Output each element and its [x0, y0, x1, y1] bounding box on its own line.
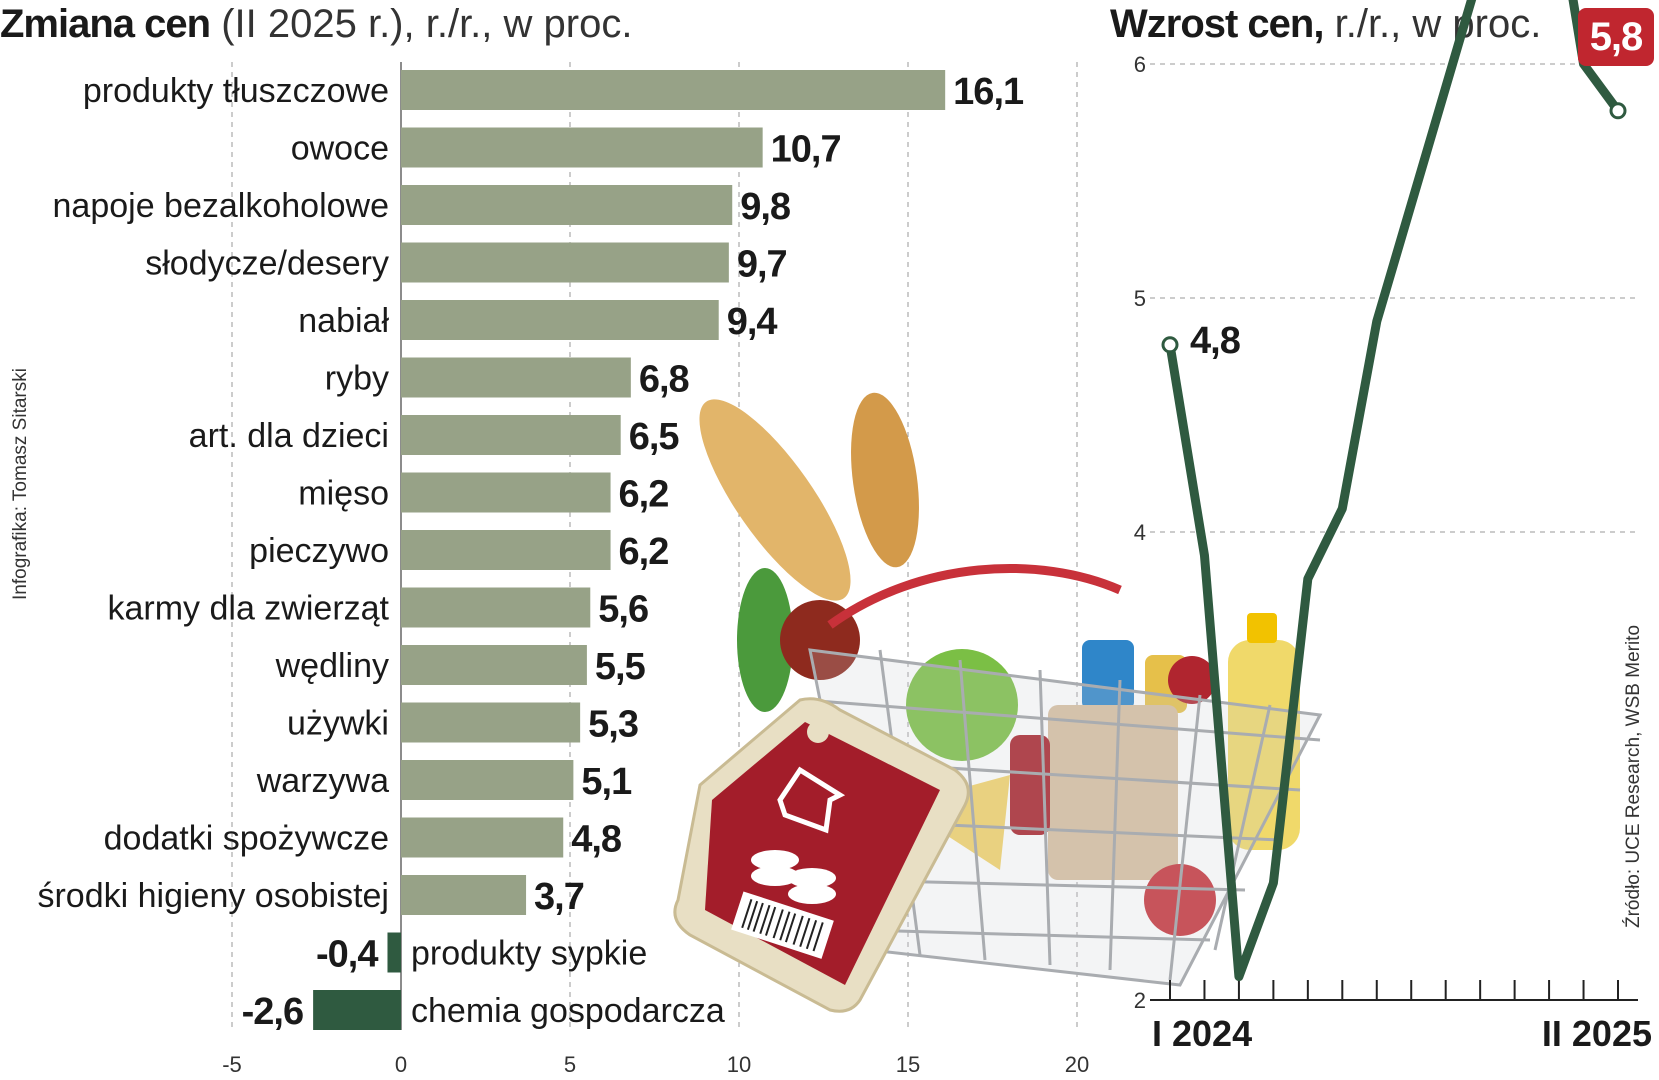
- shopping-basket-illustration: [673, 392, 1323, 1013]
- bar-category-label: środki higieny osobistej: [37, 877, 389, 915]
- left-chart-title: Zmiana cen (II 2025 r.), r./r., w proc.: [0, 2, 632, 47]
- bar-category-label: słodycze/desery: [145, 245, 389, 283]
- bar-x-tick-label: 10: [727, 1052, 751, 1077]
- bar-value-label: 6,2: [619, 531, 669, 573]
- bar-value-label: 10,7: [771, 129, 841, 171]
- bar: [401, 300, 719, 340]
- bar-value-label: 9,4: [727, 301, 778, 343]
- bar: [401, 702, 581, 743]
- bar-value-label: 5,3: [588, 704, 638, 746]
- bar-category-label: mięso: [298, 475, 389, 513]
- line-chart-gridlines: 2 4 5 6 I 2024 II 2025: [1134, 52, 1652, 1054]
- line-y-tick-label: 4: [1134, 520, 1146, 545]
- bar-category-label: używki: [287, 705, 389, 743]
- bar-x-tick-label: 20: [1065, 1052, 1089, 1077]
- bar-x-tick-label: 5: [564, 1052, 576, 1077]
- bar-x-tick-label: -5: [222, 1052, 242, 1077]
- coins-icon: [751, 850, 836, 904]
- bar-value-label: 9,7: [737, 244, 787, 286]
- line-chart: 4,8: [1161, 0, 1627, 982]
- bar-category-label: owoce: [291, 130, 389, 168]
- price-tag-icon: [673, 697, 970, 1013]
- line-x-label-end: II 2025: [1542, 1013, 1652, 1054]
- bar-value-label: 4,8: [571, 819, 621, 861]
- bar: [401, 415, 621, 455]
- bar-value-label: 6,2: [619, 474, 669, 516]
- bar-value-label: 6,5: [629, 416, 680, 458]
- line-start-value-label: 4,8: [1190, 320, 1240, 362]
- bar-value-label: 5,6: [598, 589, 648, 631]
- line-start-point: [1161, 336, 1179, 354]
- bar: [401, 760, 574, 800]
- bar: [401, 127, 763, 168]
- bar: [401, 357, 631, 398]
- bar-category-label: karmy dla zwierząt: [107, 590, 389, 628]
- bar-category-label: dodatki spożywcze: [104, 820, 389, 858]
- bar-value-label: 5,1: [581, 761, 632, 803]
- groceries-icon: [737, 568, 1300, 936]
- line-end-point: [1609, 102, 1627, 120]
- bar: [401, 70, 946, 110]
- bar-value-label: 3,7: [534, 876, 584, 918]
- bar: [401, 472, 611, 513]
- bar: [313, 990, 401, 1030]
- bar: [401, 645, 587, 685]
- bar-chart: produkty tłuszczowe 16,1 owoce 10,7 napoje b…: [37, 70, 1025, 1033]
- bar-category-label: art. dla dzieci: [189, 417, 389, 455]
- bar-category-label: napoje bezalkoholowe: [53, 187, 389, 225]
- bar-value-label: 5,5: [595, 646, 646, 688]
- bar: [401, 242, 729, 283]
- left-title-subtitle: (II 2025 r.), r./r., w proc.: [210, 2, 633, 46]
- line-y-tick-label: 5: [1134, 286, 1146, 311]
- bar-value-label: 9,8: [740, 186, 790, 228]
- bar-category-label: produkty sypkie: [411, 935, 647, 973]
- bar-category-label: nabiał: [298, 302, 389, 340]
- line-x-label-start: I 2024: [1152, 1013, 1252, 1054]
- right-title-bold: Wzrost cen,: [1110, 2, 1324, 46]
- bar: [401, 875, 527, 915]
- bar-value-label: 16,1: [953, 71, 1024, 113]
- bar-category-label: produkty tłuszczowe: [83, 72, 389, 110]
- bar: [401, 587, 591, 628]
- left-title-bold: Zmiana cen: [0, 2, 211, 46]
- line-series: [1165, 0, 1623, 982]
- bar-category-label: wędliny: [275, 647, 389, 685]
- bar-category-label: warzywa: [256, 762, 389, 800]
- bread-icon: [699, 392, 919, 601]
- basket-icon: [804, 563, 1323, 987]
- bar-category-label: chemia gospodarcza: [411, 992, 725, 1030]
- bar-value-label: -0,4: [316, 934, 378, 976]
- bar-category-label: pieczywo: [249, 532, 389, 570]
- latest-value-badge: 5,8: [1578, 8, 1654, 66]
- right-title-subtitle: r./r., w proc.: [1323, 2, 1542, 46]
- bar-value-label: -2,6: [242, 991, 303, 1033]
- bar: [387, 932, 401, 973]
- line-y-tick-label: 2: [1134, 988, 1146, 1013]
- bar-category-label: ryby: [325, 360, 389, 398]
- right-chart-title: Wzrost cen, r./r., w proc.: [1110, 2, 1541, 47]
- bar: [401, 185, 733, 225]
- bar: [401, 817, 564, 858]
- bar-x-tick-label: 15: [896, 1052, 920, 1077]
- bar: [401, 530, 611, 570]
- line-y-tick-label: 6: [1134, 52, 1146, 77]
- bar-x-tick-label: 0: [395, 1052, 407, 1077]
- bar-value-label: 6,8: [639, 359, 689, 401]
